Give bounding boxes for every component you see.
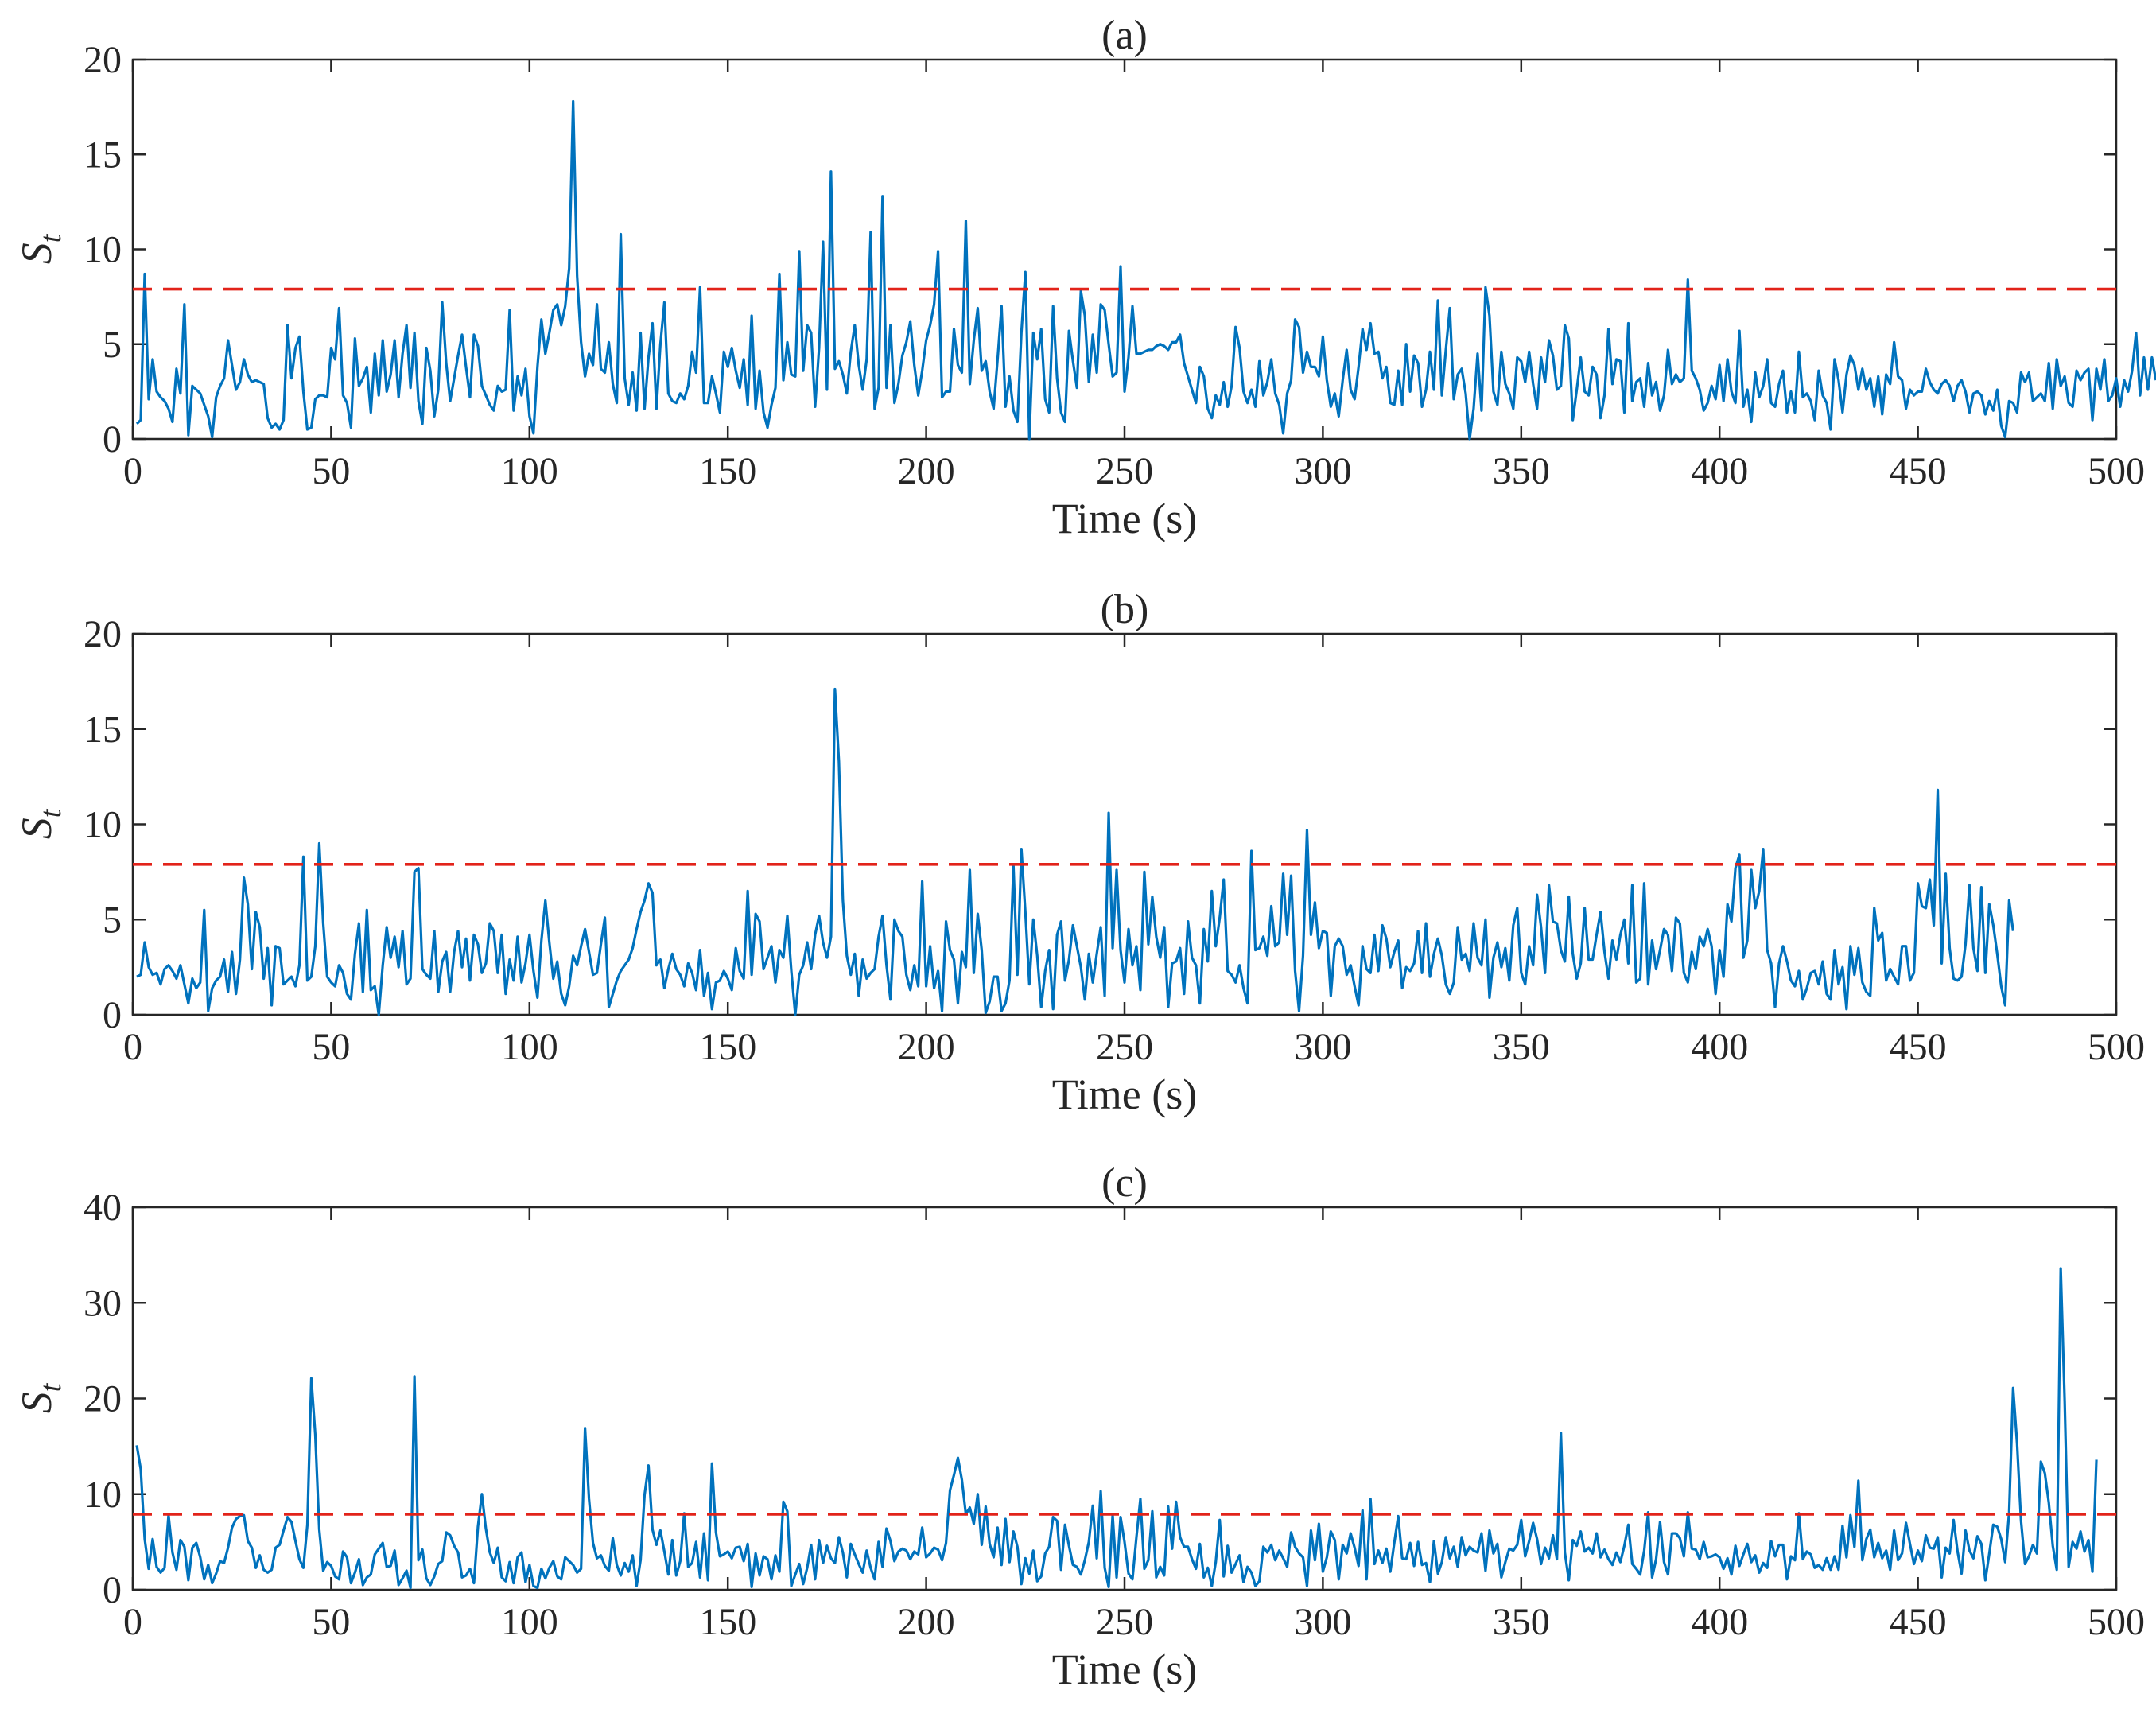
y-tick-label: 10 (84, 229, 122, 271)
x-tick-label: 400 (1691, 450, 1748, 492)
x-tick-label: 450 (1890, 450, 1947, 492)
y-tick-label: 15 (84, 709, 122, 751)
x-axis-label: Time (s) (1052, 1070, 1198, 1118)
x-tick-label: 250 (1096, 450, 1153, 492)
panel-title: (b) (1101, 587, 1149, 632)
x-tick-label: 350 (1493, 450, 1550, 492)
y-axis-label-main: S (13, 1392, 60, 1413)
x-tick-label: 200 (898, 450, 955, 492)
y-tick-label: 20 (84, 1378, 122, 1420)
x-axis-label: Time (s) (1052, 1645, 1198, 1693)
panel-title: (a) (1101, 13, 1148, 58)
x-tick-label: 100 (501, 450, 558, 492)
y-axis-label: St (13, 1382, 68, 1413)
axes-frame (131, 1206, 2118, 1591)
y-tick-label: 20 (84, 613, 122, 655)
y-axis-label-main: S (13, 818, 60, 839)
panel-b: 0 50 100 150 200 250 300 350 400 450 500 0 5 10 15 20 (b… (13, 587, 2145, 1118)
x-tick-label: 500 (2088, 1026, 2145, 1068)
x-tick-label: 400 (1691, 1601, 1748, 1643)
x-tick-label: 50 (312, 1026, 350, 1068)
x-tick-label: 150 (699, 1026, 756, 1068)
y-axis-label-sub: t (34, 808, 68, 818)
y-tick-label: 5 (103, 899, 122, 941)
x-tick-label: 0 (123, 1601, 142, 1643)
x-tick-label: 450 (1890, 1601, 1947, 1643)
x-tick-label: 250 (1096, 1601, 1153, 1643)
axes-frame (131, 632, 2118, 1016)
x-tick-label: 50 (312, 1601, 350, 1643)
y-tick-label: 10 (84, 804, 122, 846)
x-axis-label: Time (s) (1052, 495, 1198, 542)
x-tick-label: 500 (2088, 450, 2145, 492)
y-axis-label-sub: t (34, 233, 68, 243)
y-axis-label: St (13, 808, 68, 839)
y-tick-label: 0 (103, 1569, 122, 1611)
x-tick-label: 0 (123, 1026, 142, 1068)
y-axis-label: St (13, 233, 68, 264)
panels-group: 0 50 100 150 200 250 300 350 400 450 50005101520(a… (13, 13, 2156, 1693)
y-tick-label: 30 (84, 1282, 122, 1324)
x-tick-label: 50 (312, 450, 350, 492)
x-tick-label: 100 (501, 1601, 558, 1643)
x-tick-label: 450 (1890, 1026, 1947, 1068)
x-tick-label: 150 (699, 450, 756, 492)
panel-c: 0 50 100 150 200 250 300 350 400 450 500 0 10 20 30 40 (… (13, 1160, 2145, 1693)
x-tick-label: 300 (1294, 1601, 1351, 1643)
x-tick-label: 350 (1493, 1026, 1550, 1068)
data-series-line (135, 1267, 2098, 1590)
x-tick-label: 150 (699, 1601, 756, 1643)
x-tick-label: 350 (1493, 1601, 1550, 1643)
x-tick-label: 200 (898, 1026, 955, 1068)
x-tick-label: 500 (2088, 1601, 2145, 1643)
x-tick-label: 250 (1096, 1026, 1153, 1068)
x-tick-label: 0 (123, 450, 142, 492)
x-tick-label: 300 (1294, 1026, 1351, 1068)
x-tick-label: 100 (501, 1026, 558, 1068)
y-tick-label: 0 (103, 994, 122, 1036)
panel-title: (c) (1101, 1160, 1148, 1206)
x-tick-label: 200 (898, 1601, 955, 1643)
y-tick-label: 20 (84, 39, 122, 81)
y-axis-label-main: S (13, 243, 60, 264)
data-series-line (135, 99, 2156, 441)
data-series-line (136, 687, 2014, 1016)
y-tick-label: 40 (84, 1187, 122, 1229)
y-tick-label: 10 (84, 1474, 122, 1516)
y-tick-label: 5 (103, 324, 122, 366)
y-tick-label: 15 (84, 134, 122, 176)
x-tick-label: 300 (1294, 450, 1351, 492)
panel-a: 0 50 100 150 200 250 300 350 400 450 500 0 5 10 15 20 (a… (13, 13, 2156, 542)
y-tick-label: 0 (103, 418, 122, 460)
x-tick-label: 400 (1691, 1026, 1748, 1068)
y-axis-label-sub: t (34, 1382, 68, 1392)
